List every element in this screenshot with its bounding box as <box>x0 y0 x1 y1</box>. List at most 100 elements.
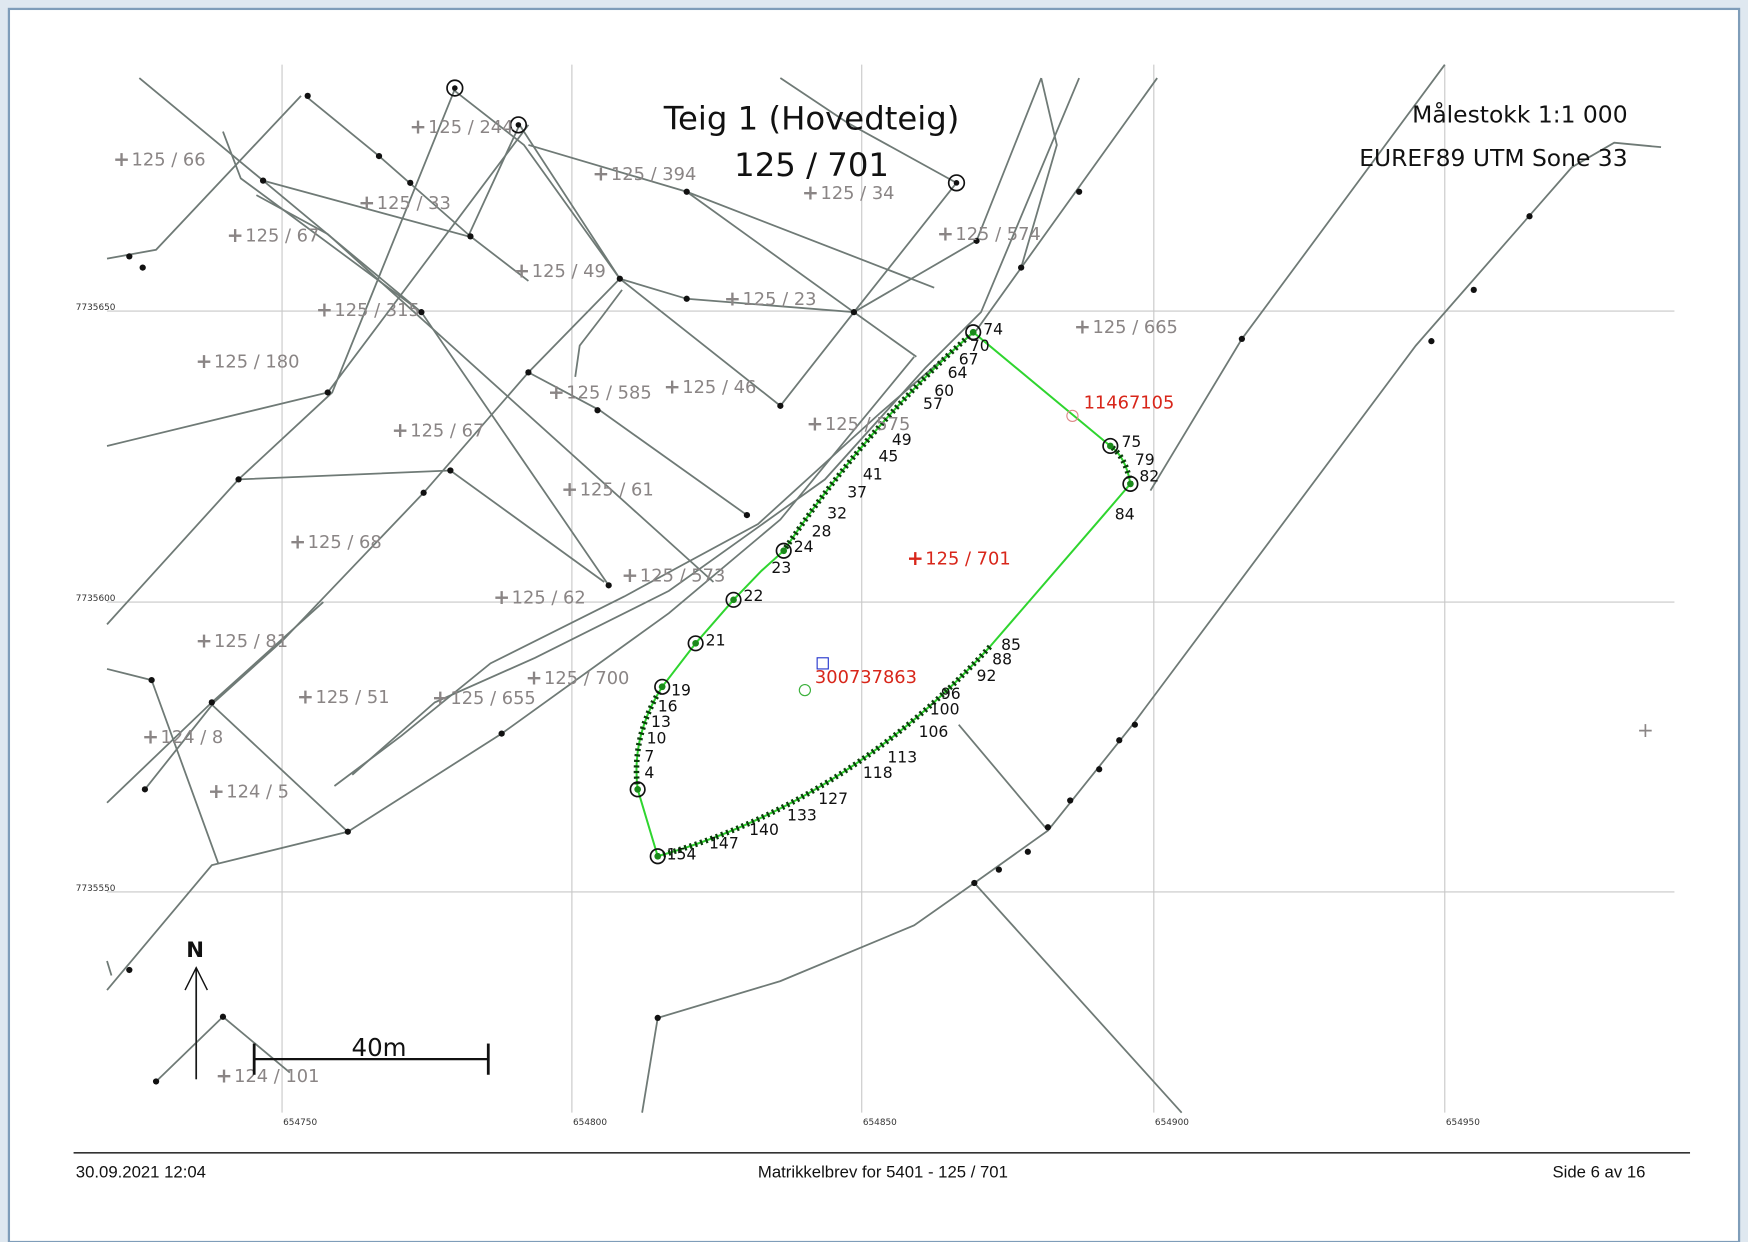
plus-marker: + <box>592 162 609 186</box>
boundary-point <box>780 547 787 554</box>
survey-point <box>1239 336 1245 342</box>
plus-marker: + <box>392 418 409 442</box>
survey-point <box>235 476 241 482</box>
point-number: 147 <box>709 834 739 852</box>
survey-point <box>447 467 453 473</box>
point-number: 140 <box>749 821 779 839</box>
boundary-point <box>634 786 641 793</box>
parcel-label: 125 / 574 <box>955 224 1040 245</box>
point-number: 4 <box>644 764 654 782</box>
plus-marker: + <box>1074 314 1091 338</box>
address-id: 300737863 <box>815 667 917 688</box>
northing-label: 7735550 <box>76 884 116 894</box>
point-number: 21 <box>706 632 726 650</box>
point-number: 32 <box>827 504 847 522</box>
parcel-label: 125 / 244 <box>428 117 513 138</box>
parcel-label: 125 / 68 <box>308 532 382 553</box>
parcel-label: 125 / 34 <box>820 183 894 204</box>
footer-title: Matrikkelbrev for 5401 - 125 / 701 <box>758 1162 1008 1181</box>
point-number: 100 <box>930 701 960 719</box>
survey-point <box>1076 189 1082 195</box>
northing-label: 7735600 <box>76 594 116 604</box>
survey-point <box>1045 824 1051 830</box>
point-number: 154 <box>667 846 697 864</box>
parcel-label: 125 / 62 <box>512 588 586 609</box>
survey-point <box>1132 722 1138 728</box>
plus-marker: + <box>526 665 543 689</box>
point-number: 133 <box>787 807 817 825</box>
point-number: 64 <box>948 364 968 382</box>
plus-marker: + <box>548 380 565 404</box>
parcel-label: 125 / 315 <box>334 300 419 321</box>
point-number: 13 <box>651 713 671 731</box>
plus-marker: + <box>216 1063 233 1087</box>
easting-label: 654800 <box>573 1118 607 1128</box>
parcel-label: 125 / 180 <box>214 351 299 372</box>
point-number: 82 <box>1139 468 1159 486</box>
monument <box>452 85 458 91</box>
parcel-label: 125 / 394 <box>611 164 696 185</box>
plus-marker: + <box>227 223 244 247</box>
page: {"header":{"title":"Teig 1 (Hovedteig)",… <box>0 0 1748 1242</box>
parcel-label: 125 / 573 <box>640 565 725 586</box>
parcel-label: 125 / 23 <box>742 289 816 310</box>
point-number: 37 <box>847 483 867 501</box>
boundary-point <box>692 640 699 647</box>
survey-point <box>220 1014 226 1020</box>
plus-marker: + <box>513 259 530 283</box>
survey-point <box>1471 287 1477 293</box>
point-number: 118 <box>863 764 893 782</box>
plus-marker: + <box>724 286 741 310</box>
point-number: 10 <box>647 730 667 748</box>
survey-point <box>655 1015 661 1021</box>
survey-point <box>325 389 331 395</box>
plus-marker: + <box>358 191 375 215</box>
plus-marker: + <box>196 349 213 373</box>
parcel-label: 125 / 665 <box>1093 317 1178 338</box>
point-number: 96 <box>941 685 961 703</box>
survey-point <box>594 407 600 413</box>
point-number: 113 <box>887 749 917 767</box>
survey-point <box>142 786 148 792</box>
survey-point <box>606 582 612 588</box>
survey-point <box>851 309 857 315</box>
plus-marker: + <box>807 411 824 435</box>
survey-point <box>1428 338 1434 344</box>
survey-point <box>777 403 783 409</box>
footer-date: 30.09.2021 12:04 <box>76 1162 206 1181</box>
point-number: 85 <box>1001 636 1021 654</box>
map-scale: Målestokk 1:1 000 <box>1412 100 1627 128</box>
plus-marker: + <box>113 147 130 171</box>
plus-marker: + <box>1637 718 1654 742</box>
survey-point <box>305 93 311 99</box>
easting-label: 654900 <box>1155 1118 1189 1128</box>
survey-point <box>684 296 690 302</box>
plus-marker: + <box>907 546 924 570</box>
plus-marker: + <box>664 374 681 398</box>
survey-point <box>467 233 473 239</box>
plus-marker: + <box>410 115 427 139</box>
plus-marker: + <box>316 298 333 322</box>
point-number: 75 <box>1121 433 1141 451</box>
survey-point <box>525 369 531 375</box>
scale-bar-label: 40m <box>351 1033 406 1062</box>
northing-label: 7735650 <box>76 303 116 313</box>
point-number: 7 <box>644 748 654 766</box>
survey-point <box>1067 797 1073 803</box>
parcel-label: 125 / 49 <box>532 261 606 282</box>
point-number: 92 <box>977 667 997 685</box>
survey-point <box>684 189 690 195</box>
parcel-label: 125 / 66 <box>132 150 206 171</box>
boundary-point <box>654 853 661 860</box>
plus-marker: + <box>432 686 449 710</box>
parcel-label: 125 / 51 <box>315 687 389 708</box>
plus-marker: + <box>196 629 213 653</box>
north-label: N <box>186 937 204 962</box>
survey-point <box>1025 849 1031 855</box>
survey-point <box>126 253 132 259</box>
survey-point <box>153 1078 159 1084</box>
projection: EUREF89 UTM Sone 33 <box>1359 144 1627 172</box>
parcel-label: 125 / 67 <box>410 420 484 441</box>
boundary-point <box>970 329 977 336</box>
boundary-point <box>730 596 737 603</box>
